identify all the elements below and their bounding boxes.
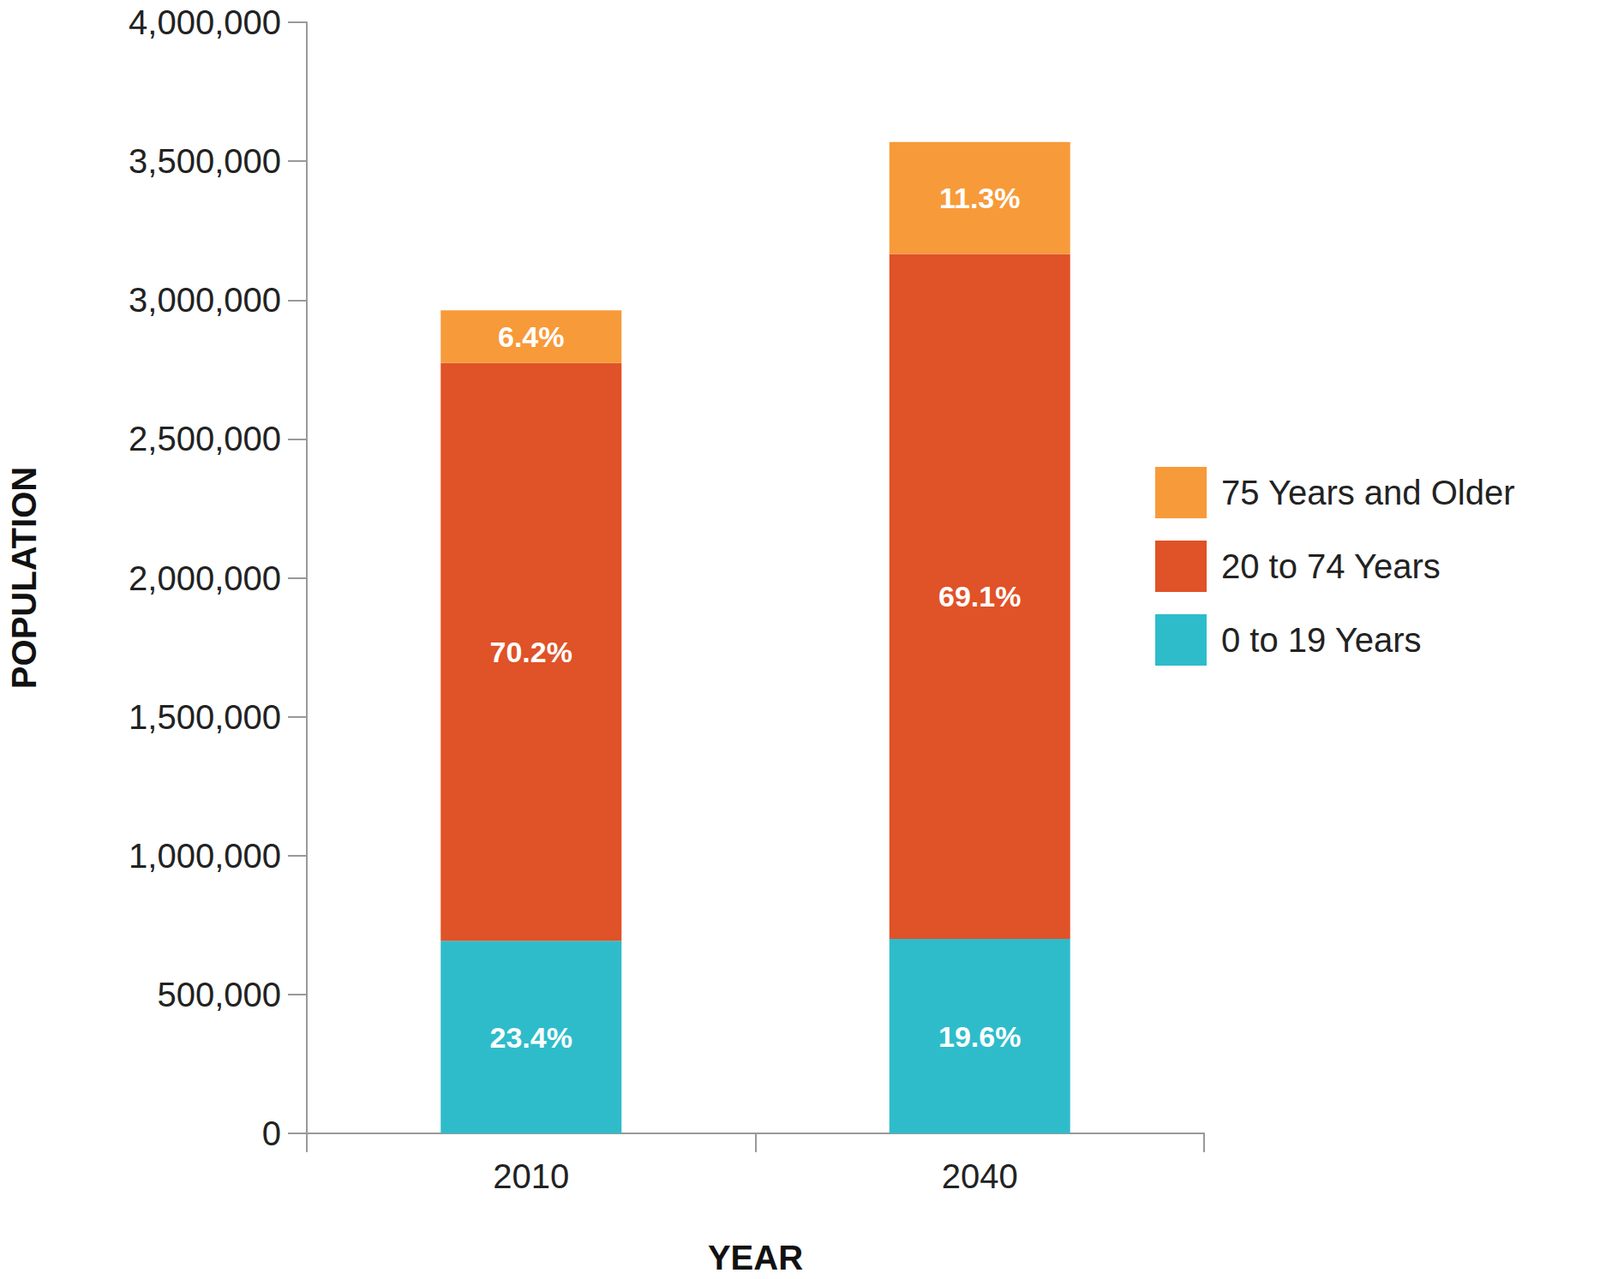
svg-text:2,000,000: 2,000,000 <box>128 559 282 598</box>
svg-text:4,000,000: 4,000,000 <box>128 3 282 42</box>
svg-text:0 to 19 Years: 0 to 19 Years <box>1221 621 1422 660</box>
svg-text:2040: 2040 <box>941 1157 1019 1196</box>
svg-text:70.2%: 70.2% <box>490 635 573 669</box>
svg-text:23.4%: 23.4% <box>490 1021 573 1055</box>
svg-text:75 Years and Older: 75 Years and Older <box>1221 473 1515 512</box>
svg-text:YEAR: YEAR <box>707 1239 803 1277</box>
svg-text:69.1%: 69.1% <box>938 580 1021 613</box>
svg-text:POPULATION: POPULATION <box>5 467 43 690</box>
svg-text:500,000: 500,000 <box>156 976 282 1014</box>
svg-text:20 to 74 Years: 20 to 74 Years <box>1221 547 1441 586</box>
svg-text:19.6%: 19.6% <box>938 1020 1021 1054</box>
svg-text:6.4%: 6.4% <box>497 320 565 354</box>
svg-text:3,000,000: 3,000,000 <box>128 281 282 319</box>
svg-text:2010: 2010 <box>492 1157 570 1196</box>
svg-text:1,000,000: 1,000,000 <box>128 837 282 875</box>
svg-text:2,500,000: 2,500,000 <box>128 419 282 458</box>
svg-text:11.3%: 11.3% <box>939 181 1021 215</box>
svg-text:3,500,000: 3,500,000 <box>128 142 282 180</box>
svg-text:1,500,000: 1,500,000 <box>128 698 282 737</box>
svg-text:0: 0 <box>262 1114 282 1153</box>
